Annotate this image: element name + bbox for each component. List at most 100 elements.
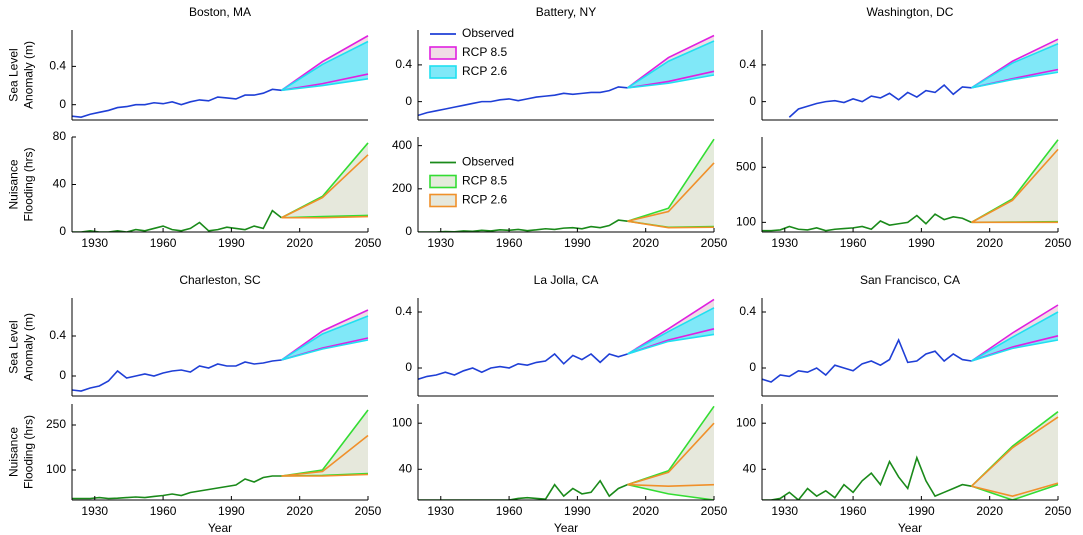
y-tick-label: 0 xyxy=(405,224,412,238)
plot-area xyxy=(418,405,715,500)
projection-edge xyxy=(281,40,369,91)
y-axis-label: Flooding (hrs) xyxy=(22,147,36,221)
projection-edge xyxy=(971,43,1059,89)
projection-edge xyxy=(281,473,369,477)
y-tick-label: 0 xyxy=(405,360,412,374)
x-tick-label: 1930 xyxy=(427,504,454,518)
plot-area xyxy=(762,139,1059,232)
panel: Charleston, SC Sea Level Anomaly (m) 0 0.4 xyxy=(7,273,369,397)
x-tick-label: 1990 xyxy=(564,236,591,250)
x-tick-label: 1960 xyxy=(496,504,523,518)
plot-area xyxy=(72,35,369,118)
projection-edge xyxy=(971,339,1059,362)
projection-edge xyxy=(627,422,715,486)
projection-edge xyxy=(281,315,369,361)
legend-label: Observed xyxy=(462,155,514,169)
plot-area xyxy=(72,309,369,392)
panel-title: Battery, NY xyxy=(536,5,596,19)
y-tick-label: 0 xyxy=(749,360,756,374)
projection-edge xyxy=(627,307,715,355)
plot-area xyxy=(788,38,1059,118)
x-tick-label: 1960 xyxy=(150,236,177,250)
panel-title: La Jolla, CA xyxy=(534,273,599,287)
plot-area xyxy=(762,411,1059,500)
y-tick-label: 0 xyxy=(749,94,756,108)
projection-edge xyxy=(627,483,715,487)
x-tick-label: 2050 xyxy=(701,504,728,518)
y-tick-label: 100 xyxy=(392,415,412,429)
projection-edge xyxy=(971,148,1059,224)
x-tick-label: 2020 xyxy=(286,504,313,518)
x-axis-label: Year xyxy=(208,521,232,535)
plot-area xyxy=(72,142,369,232)
y-tick-label: 0 xyxy=(59,97,66,111)
y-tick-label: 400 xyxy=(392,138,412,152)
projection-band xyxy=(281,316,368,360)
x-tick-label: 1930 xyxy=(81,504,108,518)
x-axis-label: Year xyxy=(898,521,922,535)
panel-title: Charleston, SC xyxy=(179,273,261,287)
y-axis-label: Sea Level xyxy=(7,48,21,101)
legend-swatch xyxy=(429,65,457,79)
plot-area xyxy=(418,34,715,117)
panel: Washington, DC 0 0.4 xyxy=(739,5,1059,121)
y-tick-label: 250 xyxy=(46,417,66,431)
y-axis-label: Nuisance xyxy=(7,159,21,209)
observed-line xyxy=(72,88,282,118)
panel: 100 500 1930 1960 1990 2020 2050 xyxy=(736,137,1072,250)
legend-label: RCP 8.5 xyxy=(462,174,507,188)
panel: Nuisance Flooding (hrs) 0 40 80 1930 1960 1990 2… xyxy=(7,129,382,250)
y-tick-label: 100 xyxy=(736,415,756,429)
projection-edge xyxy=(971,304,1059,362)
x-tick-label: 2050 xyxy=(355,236,382,250)
observed-line xyxy=(418,352,628,380)
projection-edge xyxy=(971,71,1059,89)
projection-edge xyxy=(971,483,1059,500)
y-tick-label: 0 xyxy=(59,224,66,238)
x-tick-label: 1990 xyxy=(908,504,935,518)
projection-edge xyxy=(281,35,369,91)
projection-edge xyxy=(627,298,715,355)
panel: Year 40 100 1930 1960 1990 2020 2050 xyxy=(736,404,1072,535)
y-tick-label: 0.4 xyxy=(395,57,412,71)
projection-edge xyxy=(627,333,715,355)
y-tick-label: 500 xyxy=(736,159,756,173)
observed-line xyxy=(72,359,282,392)
observed-line xyxy=(72,475,282,500)
observed-line xyxy=(762,213,972,232)
y-axis-label: Nuisance xyxy=(7,427,21,477)
y-tick-label: 80 xyxy=(53,129,67,143)
y-tick-label: 40 xyxy=(399,461,413,475)
x-axis-label: Year xyxy=(554,521,578,535)
x-tick-label: 1990 xyxy=(218,504,245,518)
y-tick-label: 200 xyxy=(392,181,412,195)
x-tick-label: 1990 xyxy=(564,504,591,518)
projection-edge xyxy=(627,483,715,500)
x-tick-label: 2050 xyxy=(1045,504,1072,518)
panel: La Jolla, CA 0 0.4 xyxy=(395,273,715,397)
x-tick-label: 2020 xyxy=(286,236,313,250)
plot-area xyxy=(72,409,369,500)
x-tick-label: 1960 xyxy=(496,236,523,250)
x-tick-label: 2050 xyxy=(1045,236,1072,250)
x-tick-label: 1930 xyxy=(81,236,108,250)
projection-edge xyxy=(627,34,715,89)
projection-band xyxy=(627,162,714,228)
projection-edge xyxy=(281,78,369,92)
legend-label: Observed xyxy=(462,26,514,40)
y-tick-label: 0.4 xyxy=(49,328,66,342)
observed-line xyxy=(418,219,628,232)
plot-area xyxy=(418,298,715,380)
y-tick-label: 40 xyxy=(53,177,67,191)
x-tick-label: 1990 xyxy=(218,236,245,250)
panel: Year 40 100 1930 1960 1990 2020 2050 xyxy=(392,404,728,535)
projection-edge xyxy=(627,220,715,229)
observed-line xyxy=(418,86,628,117)
y-tick-label: 0.4 xyxy=(739,304,756,318)
x-tick-label: 2020 xyxy=(976,504,1003,518)
observed-line xyxy=(418,479,628,500)
projection-band xyxy=(971,43,1058,88)
y-tick-label: 100 xyxy=(736,215,756,229)
projection-edge xyxy=(970,416,1059,487)
x-tick-label: 1930 xyxy=(427,236,454,250)
